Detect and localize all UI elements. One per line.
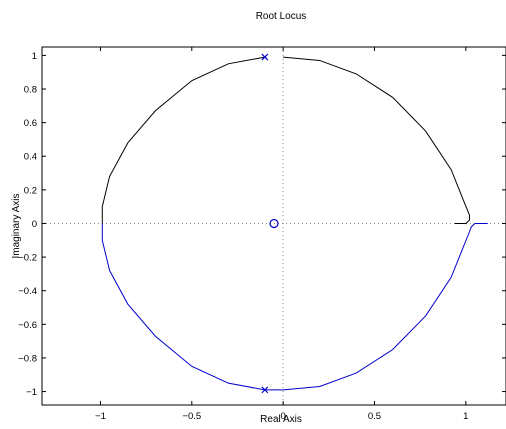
locus-branch-1-segment-1 bbox=[101, 56, 265, 224]
x-tick-label: −1 bbox=[95, 411, 106, 422]
pole-zero-markers bbox=[261, 53, 279, 394]
x-tick-label: −0.5 bbox=[182, 411, 201, 422]
y-tick-label: 0 bbox=[32, 219, 37, 230]
y-tick-label: −0.8 bbox=[18, 353, 37, 364]
axis-ticks: −1 −0.5 0 0.5 1 −1 −0.8 −0.6 −0.4 −0.2 0 0.2 0.4 0.6 0… bbox=[18, 47, 506, 422]
x-axis-title: Real Axis bbox=[260, 414, 302, 425]
y-tick-label: −0.2 bbox=[18, 253, 37, 264]
y-tick-label: −0.4 bbox=[18, 286, 37, 297]
y-tick-label: 0.6 bbox=[24, 118, 37, 129]
pole-marker-2 bbox=[261, 386, 269, 394]
pole-marker-1 bbox=[261, 53, 269, 61]
y-tick-label: 0.8 bbox=[24, 85, 37, 96]
zero-marker-1 bbox=[269, 218, 279, 229]
y-tick-label: 0.4 bbox=[24, 152, 37, 163]
x-tick-label: 0 bbox=[280, 411, 285, 422]
x-tick-label: 0.5 bbox=[368, 411, 381, 422]
y-tick-label: −0.6 bbox=[18, 320, 37, 331]
locus-branch-2-segment-1 bbox=[101, 222, 488, 391]
chart-title: Root Locus bbox=[256, 11, 307, 22]
locus-branch-1-segment-2 bbox=[283, 56, 470, 224]
plot-area bbox=[41, 46, 506, 406]
x-tick-label: 1 bbox=[463, 411, 468, 422]
y-tick-label: −1 bbox=[26, 387, 37, 398]
y-tick-label: 1 bbox=[32, 51, 37, 62]
reference-lines bbox=[42, 47, 506, 405]
y-axis-title: Imaginary Axis bbox=[11, 193, 22, 258]
y-tick-label: 0.2 bbox=[24, 185, 37, 196]
locus-branches bbox=[101, 56, 488, 391]
